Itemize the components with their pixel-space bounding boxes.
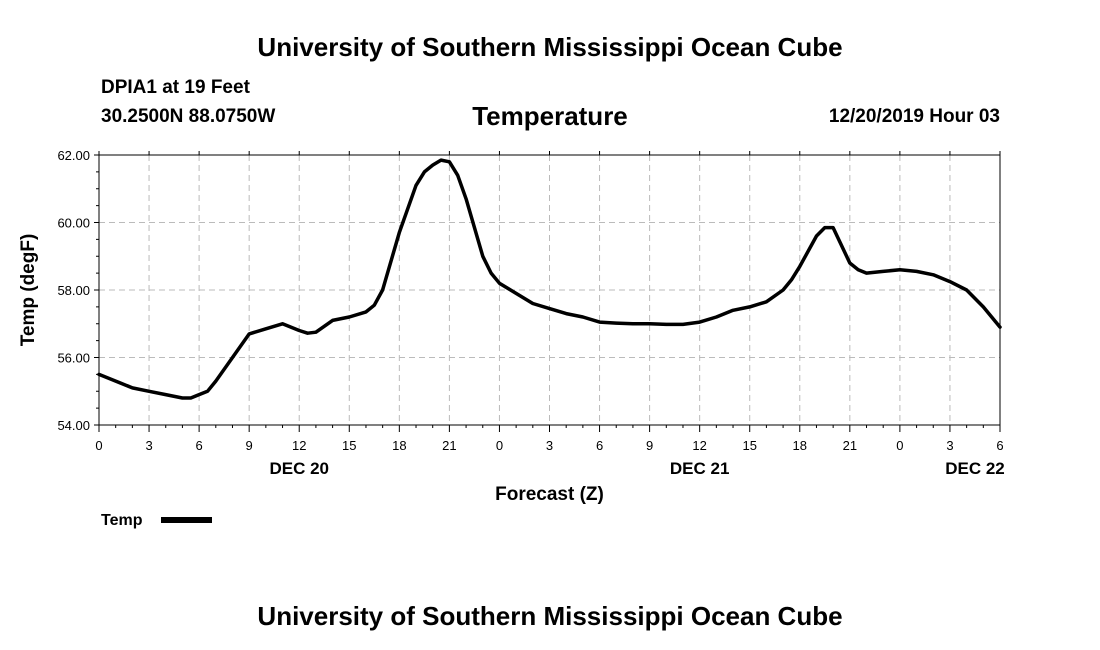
- date-label: DEC 20: [269, 459, 329, 478]
- date-label: DEC 22: [945, 459, 1005, 478]
- plot-frame: [98, 154, 1001, 426]
- y-tick-label: 60.00: [57, 216, 90, 231]
- y-axis-label: Temp (degF): [18, 234, 39, 347]
- x-tick-label: 3: [946, 438, 953, 453]
- x-tick-label: 15: [742, 438, 756, 453]
- temp-series-line: [97, 158, 1002, 400]
- x-tick-label: 18: [392, 438, 406, 453]
- x-tick-label: 21: [442, 438, 456, 453]
- x-tick-label: 0: [896, 438, 903, 453]
- x-tick-label: 12: [692, 438, 706, 453]
- x-tick-label: 9: [646, 438, 653, 453]
- chart-title-top: University of Southern Mississippi Ocean…: [257, 32, 843, 62]
- chart-title-bottom: University of Southern Mississippi Ocean…: [257, 601, 843, 631]
- x-tick-label: 6: [996, 438, 1003, 453]
- y-tick-label: 58.00: [57, 283, 90, 298]
- x-tick-label: 3: [546, 438, 553, 453]
- station-label: DPIA1 at 19 Feet: [101, 77, 250, 98]
- x-tick-label: 0: [95, 438, 102, 453]
- legend-label: Temp: [101, 512, 143, 529]
- date-label: DEC 21: [670, 459, 730, 478]
- x-tick-label: 18: [793, 438, 807, 453]
- plot-title: Temperature: [472, 101, 628, 131]
- forecast-timestamp: 12/20/2019 Hour 03: [828, 106, 1000, 127]
- y-tick-label: 56.00: [57, 351, 90, 366]
- x-axis-label: Forecast (Z): [495, 484, 604, 505]
- x-tick-label: 0: [496, 438, 503, 453]
- y-tick-label: 54.00: [57, 418, 90, 433]
- x-tick-label: 6: [195, 438, 202, 453]
- x-tick-label: 3: [145, 438, 152, 453]
- y-tick-label: 62.00: [57, 148, 90, 163]
- x-tick-label: 6: [596, 438, 603, 453]
- x-tick-label: 21: [843, 438, 857, 453]
- x-tick-label: 9: [246, 438, 253, 453]
- station-coordinates: 30.2500N 88.0750W: [101, 106, 276, 127]
- x-tick-label: 12: [292, 438, 306, 453]
- x-tick-label: 15: [342, 438, 356, 453]
